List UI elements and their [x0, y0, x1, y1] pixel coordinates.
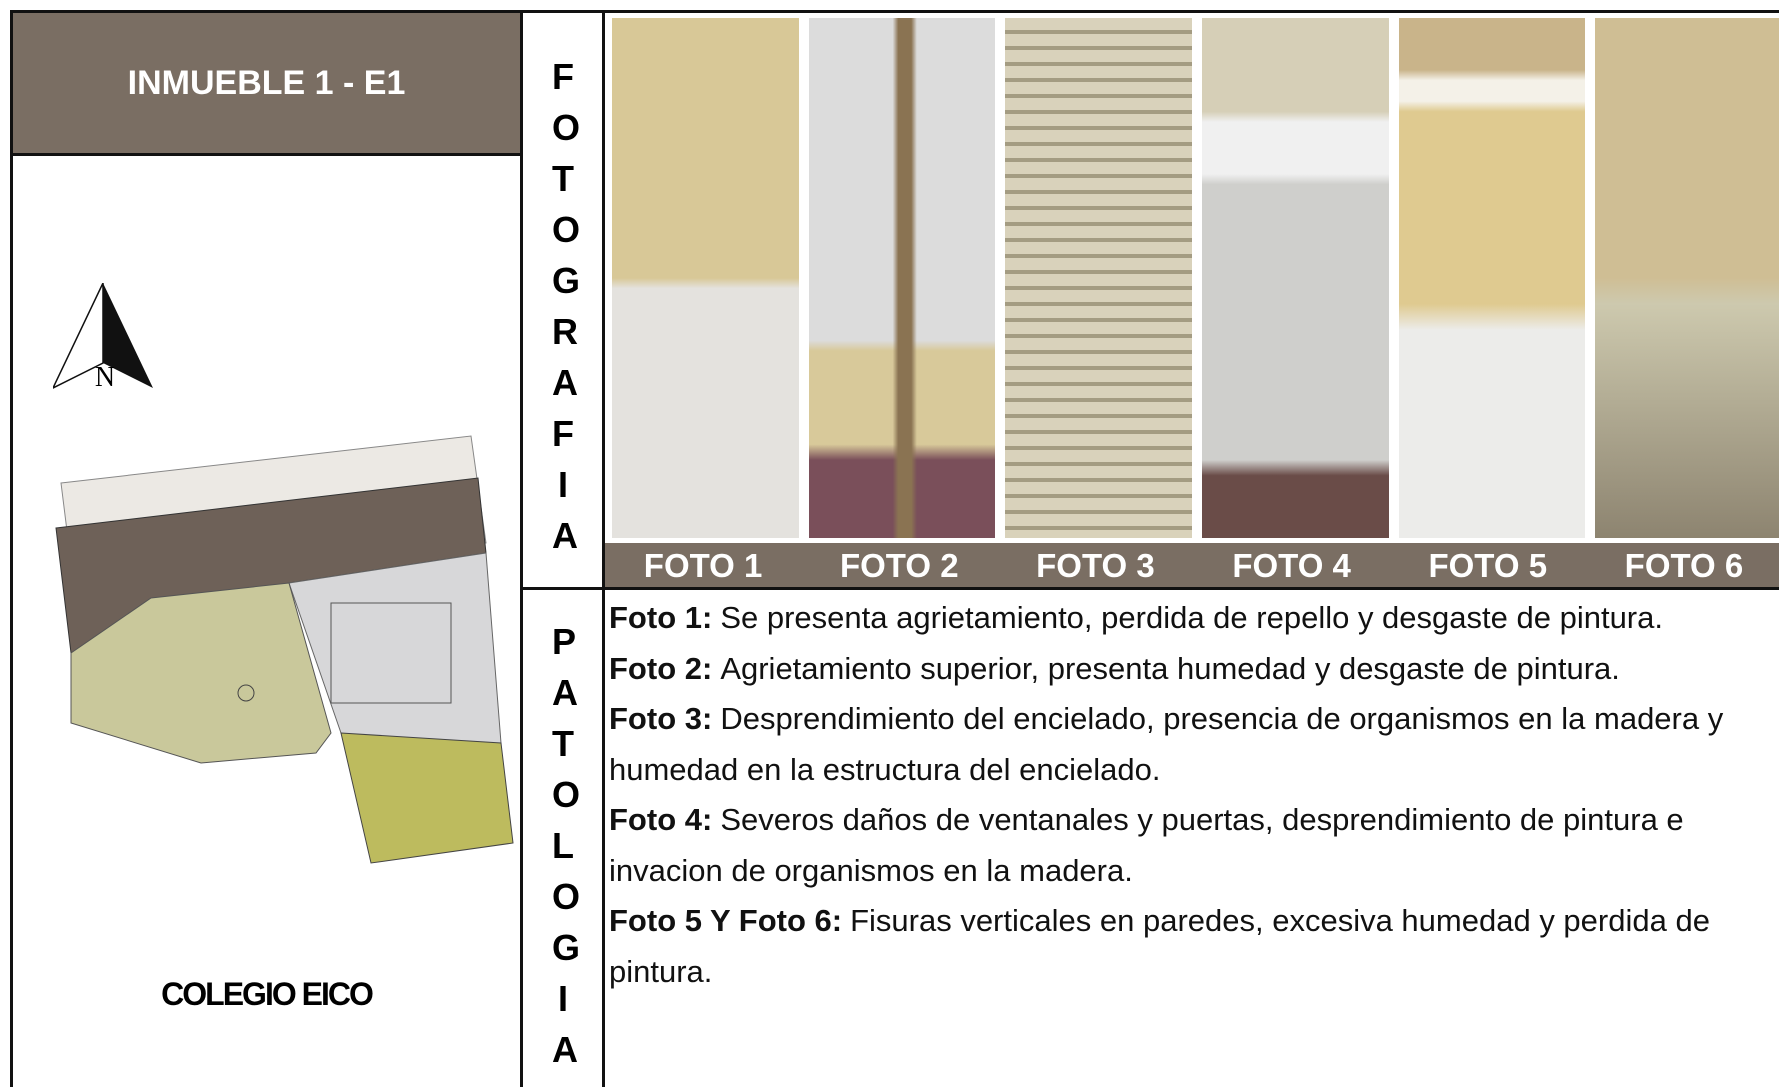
section-label: PATOLOGIA: [551, 621, 580, 1070]
site-panel: INMUEBLE 1 - E1 N COLEGIO EICO: [13, 13, 523, 1087]
photo-section: FOTOGRAFIA: [523, 51, 603, 561]
divider: [602, 13, 605, 1087]
north-label: N: [95, 362, 115, 393]
title: INMUEBLE 1 - E1: [13, 13, 520, 156]
photo-label: FOTO 4: [1232, 547, 1351, 584]
photo: [1005, 18, 1193, 538]
pathology-section: PATOLOGIA: [523, 616, 603, 1075]
photo: [1595, 18, 1779, 538]
photo-label: FOTO 2: [839, 547, 959, 584]
photo: [1202, 18, 1389, 538]
photo-label: FOTO 1: [643, 547, 763, 584]
item-lead: Foto 3:: [609, 701, 713, 736]
pathology-item: Foto 2: Agrietamiento superior, presenta …: [609, 644, 1779, 695]
site-name: COLEGIO EICO: [161, 976, 374, 1012]
item-lead: Foto 5 Y Foto 6:: [609, 903, 843, 938]
pathology-item: Foto 1: Se presenta agrietamiento, perdid…: [609, 593, 1779, 644]
floor-plan: [55, 435, 514, 864]
photo: [612, 18, 799, 538]
item-text: Se presenta agrietamiento, perdida de re…: [720, 600, 1663, 635]
item-lead: Foto 1:: [609, 600, 713, 635]
item-text: Desprendimiento del encielado, presencia…: [609, 701, 1724, 787]
north-arrow: N: [53, 283, 153, 393]
item-text: Fisuras verticales en paredes, excesiva …: [609, 903, 1710, 989]
sheet: INMUEBLE 1 - E1 N COLEGIO EICO FOTOGRAFI…: [10, 10, 1779, 1087]
pathology-item: Foto 3: Desprendimiento del encielado, pr…: [609, 694, 1779, 795]
item-text: Severos daños de ventanales y puertas, d…: [609, 802, 1684, 888]
divider: [520, 587, 1779, 590]
photo: [1398, 18, 1586, 538]
photo-label: FOTO 5: [1428, 547, 1548, 584]
photo-strip: [612, 18, 1779, 538]
photo-label: FOTO 3: [1036, 547, 1155, 584]
item-text: Agrietamiento superior, presenta humedad…: [720, 650, 1620, 686]
photo: [808, 18, 996, 538]
pathology-item: Foto 5 Y Foto 6: Fisuras verticales en pa…: [609, 896, 1779, 997]
item-lead: Foto 4:: [609, 802, 713, 837]
photo-labels: FOTO 1 FOTO 2 FOTO 3 FOTO 4 FOTO 5 FOTO …: [605, 543, 1779, 587]
item-lead: Foto 2:: [609, 650, 713, 686]
pathology-item: Foto 4: Severos daños de ventanales y pue…: [609, 795, 1779, 896]
section-label: FOTOGRAFIA: [551, 56, 580, 556]
photo-label: FOTO 6: [1624, 547, 1744, 584]
pathology-text: Foto 1: Se presenta agrietamiento, perdid…: [609, 593, 1779, 997]
